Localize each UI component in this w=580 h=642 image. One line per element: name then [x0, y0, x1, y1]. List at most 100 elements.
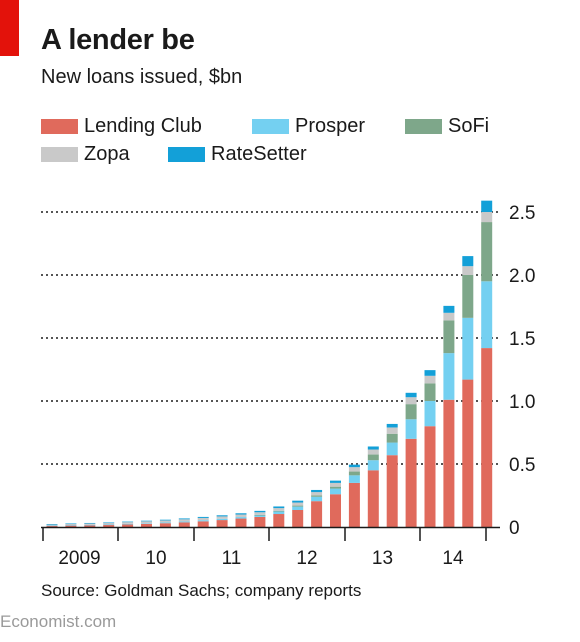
y-tick-label: 2.5: [509, 203, 535, 224]
bar-segment-zopa: [216, 516, 228, 519]
bar-segment-ratesetter: [462, 256, 474, 267]
bar-segment-sofi: [424, 383, 436, 401]
x-axis-labels: 2009 10 11 12 13 14: [58, 548, 464, 569]
bar-segment-lending-club: [330, 494, 341, 527]
legend-swatch-zopa: [41, 147, 78, 162]
bar-segment-lending-club: [367, 470, 379, 527]
bar-segment-ratesetter: [443, 305, 455, 313]
legend-item-lending-club: Lending Club: [41, 115, 202, 138]
bar-segment-prosper: [122, 523, 134, 525]
bar-segment-lending-club: [386, 455, 398, 527]
accent-tag: [0, 0, 19, 56]
bar-segment-prosper: [481, 281, 493, 349]
legend-swatch-ratesetter: [168, 147, 205, 162]
bar-segment-prosper: [424, 401, 436, 427]
bar-segment-zopa: [424, 375, 436, 384]
legend-swatch-prosper: [252, 119, 289, 134]
legend-label-ratesetter: RateSetter: [211, 143, 307, 165]
bar-segment-sofi: [481, 222, 493, 282]
bar-segment-ratesetter: [254, 510, 266, 513]
bar-segment-prosper: [159, 522, 171, 524]
bar-segment-prosper: [235, 517, 247, 519]
bar-segment-ratesetter: [65, 523, 77, 525]
bar-segment-lending-club: [197, 521, 209, 527]
bar-segment-lending-club: [46, 525, 58, 527]
bar-segment-prosper: [462, 317, 474, 380]
bar-segment-prosper: [443, 353, 455, 400]
bar-segment-zopa: [197, 517, 209, 521]
bar-segment-zopa: [311, 492, 323, 496]
bar-segment-sofi: [405, 404, 417, 420]
bar-segment-prosper: [367, 460, 379, 471]
bar-segment-ratesetter: [235, 513, 247, 515]
chart-subtitle: New loans issued, $bn: [41, 66, 243, 88]
gridlines: [41, 211, 500, 465]
bar-segment-ratesetter: [311, 489, 323, 493]
bar-segment-zopa: [141, 521, 152, 524]
bar-segment-lending-club: [235, 518, 247, 527]
legend-item-prosper: Prosper: [252, 115, 365, 138]
bar-segment-lending-club: [254, 516, 266, 527]
bar-segment-prosper: [103, 524, 115, 526]
bar-segment-zopa: [235, 514, 247, 518]
x-tick-label: 2009: [58, 548, 100, 569]
bar-segment-zopa: [254, 512, 266, 515]
legend-item-ratesetter: RateSetter: [168, 143, 307, 166]
bar-segment-prosper: [216, 518, 228, 521]
bar-segment-zopa: [159, 520, 171, 523]
bar-segment-prosper: [197, 520, 209, 522]
x-tick-label: 11: [222, 548, 242, 569]
bar-segment-lending-club: [103, 524, 115, 527]
bar-segment-prosper: [65, 525, 77, 526]
x-tick-label: 13: [372, 548, 393, 569]
y-tick-label: 1.0: [509, 392, 535, 413]
bar-segment-ratesetter: [216, 515, 228, 517]
bar-segment-zopa: [367, 449, 379, 455]
legend-label-zopa: Zopa: [84, 143, 130, 165]
bar-segment-lending-club: [443, 399, 455, 527]
y-tick-label: 0: [509, 518, 520, 539]
bar-segment-lending-club: [122, 524, 134, 527]
bar-segment-ratesetter: [292, 500, 304, 503]
bar-segment-sofi: [311, 495, 323, 497]
bar-segment-ratesetter: [273, 506, 285, 509]
bar-segment-lending-club: [178, 522, 190, 527]
bar-segment-lending-club: [424, 426, 436, 527]
legend-label-lending-club: Lending Club: [84, 115, 202, 137]
x-tick-label: 10: [145, 548, 166, 569]
chart-title: A lender be: [41, 24, 195, 56]
bar-segment-zopa: [386, 427, 398, 434]
bar-segment-ratesetter: [348, 464, 360, 468]
bar-segment-sofi: [443, 320, 455, 354]
bar-segment-prosper: [141, 523, 152, 524]
bar-segment-zopa: [481, 212, 493, 223]
legend-swatch-sofi: [405, 119, 442, 134]
brand-logo-text: Economist.com: [0, 612, 117, 631]
bars: [46, 200, 493, 527]
bar-segment-zopa: [330, 482, 341, 487]
bar-segment-prosper: [405, 419, 417, 439]
legend-item-sofi: SoFi: [405, 115, 489, 138]
bar-segment-ratesetter: [197, 516, 209, 518]
bar-segment-zopa: [462, 266, 474, 275]
bar-segment-sofi: [348, 471, 360, 476]
legend-label-prosper: Prosper: [295, 115, 366, 137]
bar-segment-ratesetter: [386, 423, 398, 428]
bar-segment-zopa: [84, 523, 96, 525]
bar-segment-zopa: [405, 397, 417, 405]
bar-segment-lending-club: [311, 501, 323, 527]
bar-segment-sofi: [273, 510, 285, 512]
bar-segment-prosper: [254, 515, 266, 517]
bar-segment-zopa: [65, 523, 77, 526]
x-axis: [41, 526, 500, 541]
bar-segment-lending-club: [159, 523, 171, 527]
bar-segment-ratesetter: [159, 519, 171, 521]
bar-segment-prosper: [386, 442, 398, 456]
bar-segment-ratesetter: [84, 522, 96, 524]
bar-segment-zopa: [178, 519, 190, 522]
bar-segment-zopa: [443, 312, 455, 321]
bar-segment-ratesetter: [141, 520, 152, 522]
bar-segment-prosper: [46, 525, 58, 527]
bar-segment-lending-club: [216, 520, 228, 527]
bar-segment-prosper: [292, 506, 304, 510]
